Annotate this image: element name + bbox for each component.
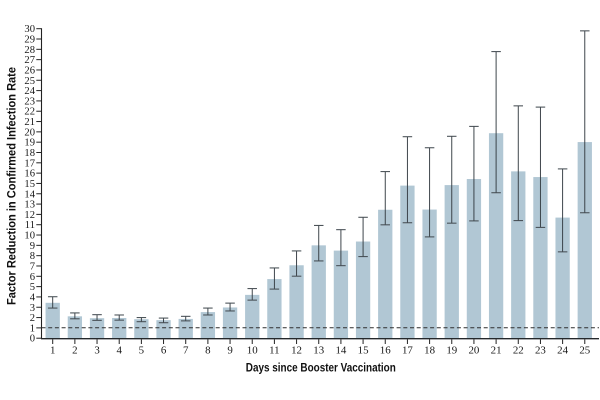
svg-text:16: 16 <box>24 169 35 180</box>
svg-text:30: 30 <box>24 24 35 35</box>
svg-text:15: 15 <box>358 345 369 357</box>
svg-text:8: 8 <box>205 345 211 357</box>
svg-text:17: 17 <box>402 345 413 357</box>
svg-text:22: 22 <box>24 107 35 118</box>
svg-text:13: 13 <box>24 200 35 211</box>
svg-text:18: 18 <box>424 345 435 357</box>
svg-text:5: 5 <box>139 345 145 357</box>
svg-text:22: 22 <box>513 345 524 357</box>
svg-text:23: 23 <box>24 96 35 107</box>
svg-text:5: 5 <box>30 282 35 293</box>
svg-text:3: 3 <box>94 345 100 357</box>
svg-text:10: 10 <box>247 345 258 357</box>
svg-text:26: 26 <box>24 65 35 76</box>
svg-text:Days since Booster Vaccination: Days since Booster Vaccination <box>246 362 396 375</box>
svg-text:0: 0 <box>30 334 35 345</box>
svg-text:10: 10 <box>24 231 35 242</box>
svg-text:6: 6 <box>161 345 167 357</box>
svg-text:2: 2 <box>72 345 77 357</box>
svg-text:24: 24 <box>557 345 568 357</box>
svg-text:20: 20 <box>468 345 479 357</box>
svg-text:3: 3 <box>30 303 35 314</box>
svg-text:1: 1 <box>50 345 55 357</box>
svg-text:1: 1 <box>30 323 35 334</box>
svg-text:11: 11 <box>25 220 35 231</box>
svg-text:24: 24 <box>24 86 35 97</box>
svg-text:4: 4 <box>116 345 122 357</box>
svg-text:17: 17 <box>24 158 35 169</box>
svg-text:21: 21 <box>24 117 35 128</box>
svg-text:9: 9 <box>30 241 35 252</box>
svg-text:29: 29 <box>24 35 35 46</box>
svg-text:13: 13 <box>313 345 324 357</box>
svg-text:19: 19 <box>24 138 35 149</box>
svg-text:19: 19 <box>446 345 457 357</box>
svg-text:25: 25 <box>24 76 35 87</box>
svg-text:Factor Reduction in Confirmed: Factor Reduction in Confirmed Infection … <box>5 67 18 305</box>
svg-text:16: 16 <box>380 345 391 357</box>
svg-text:12: 12 <box>291 345 302 357</box>
svg-text:28: 28 <box>24 45 35 56</box>
svg-text:21: 21 <box>491 345 502 357</box>
svg-text:4: 4 <box>30 292 36 303</box>
svg-text:15: 15 <box>24 179 35 190</box>
svg-text:14: 14 <box>24 189 35 200</box>
svg-text:14: 14 <box>335 345 346 357</box>
svg-text:8: 8 <box>30 251 35 262</box>
svg-text:11: 11 <box>269 345 280 357</box>
svg-text:7: 7 <box>30 261 35 272</box>
svg-text:12: 12 <box>24 210 35 221</box>
svg-text:2: 2 <box>30 313 35 324</box>
svg-text:25: 25 <box>579 345 590 357</box>
svg-text:7: 7 <box>183 345 189 357</box>
svg-text:9: 9 <box>227 345 232 357</box>
svg-text:6: 6 <box>30 272 35 283</box>
svg-text:18: 18 <box>24 148 35 159</box>
svg-text:27: 27 <box>24 55 35 66</box>
svg-text:23: 23 <box>535 345 546 357</box>
svg-text:20: 20 <box>24 127 35 138</box>
